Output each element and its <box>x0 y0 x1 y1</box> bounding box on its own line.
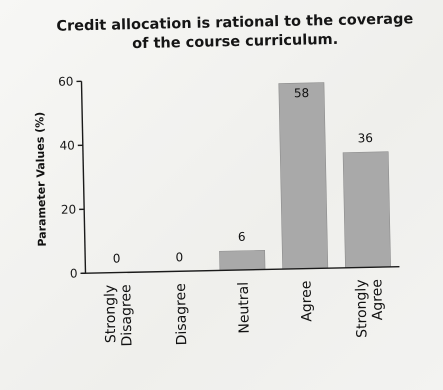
y-tick-label: 0 <box>70 266 78 280</box>
bar <box>219 249 266 271</box>
data-label: 36 <box>358 131 374 145</box>
x-tick-label-line: Strongly <box>102 285 119 344</box>
x-tick-label-line: Disagree <box>173 283 190 345</box>
x-tick-label-line: Agree <box>299 280 316 321</box>
x-axis-line <box>81 265 400 275</box>
x-tick-label-line: Disagree <box>118 284 135 346</box>
x-tick-label: Disagree <box>173 283 190 345</box>
x-tick-label-line: Strongly <box>353 279 370 338</box>
bar <box>342 151 391 269</box>
y-axis-line <box>80 81 87 274</box>
bar-series <box>219 82 391 271</box>
y-tick-label: 60 <box>58 74 74 88</box>
y-tick-label: 20 <box>61 202 77 216</box>
data-label: 58 <box>294 86 310 100</box>
x-tick-label-line: Agree <box>369 279 386 320</box>
x-tick-label: Neutral <box>236 282 253 334</box>
x-tick-label-line: Neutral <box>236 282 253 334</box>
data-label: 6 <box>238 230 246 244</box>
bar <box>278 82 329 270</box>
data-label: 0 <box>113 252 121 266</box>
x-tick-label: Agree <box>299 280 316 321</box>
data-labels: 0 0 6 58 36 <box>113 86 374 266</box>
y-axis-ticks: 0 20 40 60 <box>58 74 86 281</box>
data-label: 0 <box>175 250 183 264</box>
y-tick-label: 40 <box>59 138 75 152</box>
y-axis-title: Parameter Values (%) <box>33 112 49 247</box>
